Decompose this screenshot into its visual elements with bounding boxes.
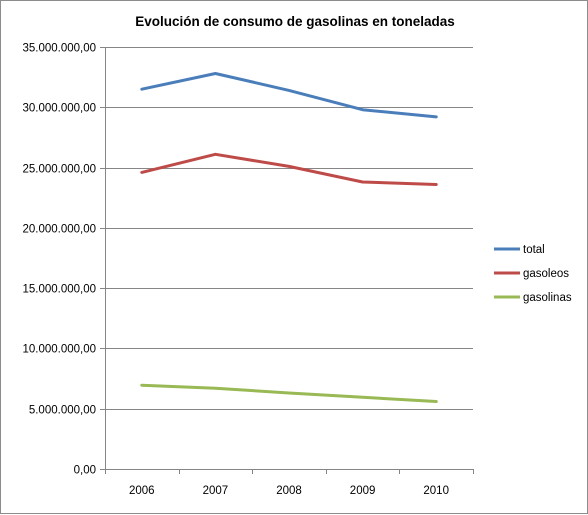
y-tick-label: 20.000.000,00 [22,224,96,236]
axes: 0,00 5.000.000,00 10.000.000,00 15.000.000,… [22,43,474,497]
y-tick-label: 35.000.000,00 [22,43,96,55]
series-line-gasoleos [140,152,438,186]
legend-label-gasoleos: gasoleos [523,268,569,280]
y-tick-label: 10.000.000,00 [22,344,96,356]
y-tick-label: 0,00 [74,465,96,477]
series-line-total [140,72,438,119]
x-tick-label: 2006 [129,485,155,497]
chart-title: Evolución de consumo de gasolinas en ton… [135,14,455,29]
x-tick-label: 2008 [276,485,302,497]
legend-label-total: total [523,244,545,256]
series-line-gasolinas [140,383,438,403]
y-tick-label: 5.000.000,00 [29,405,96,417]
gridlines [105,47,473,410]
y-tick-label: 25.000.000,00 [22,164,96,176]
y-tick-label: 15.000.000,00 [22,284,96,296]
y-tick-label: 30.000.000,00 [22,103,96,115]
x-tick-label: 2007 [203,485,229,497]
x-tick-label: 2010 [423,485,449,497]
series-lines [140,72,438,403]
x-tick-label: 2009 [350,485,376,497]
legend-label-gasolinas: gasolinas [523,292,572,304]
legend: total gasoleos gasolinas [494,244,572,304]
